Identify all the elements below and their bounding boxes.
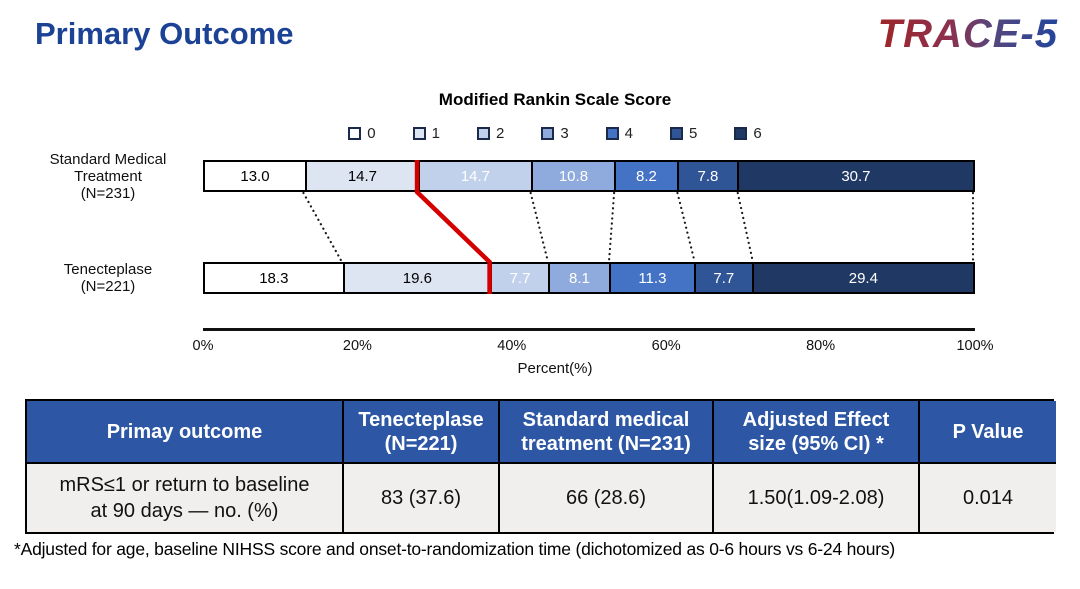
chart-title: Modified Rankin Scale Score — [438, 90, 672, 109]
legend-swatch-icon — [412, 127, 426, 140]
legend-item-0: 0 — [348, 125, 376, 142]
legend-item-2: 2 — [476, 125, 505, 142]
chart-legend: 0 1 2 3 4 5 6 — [155, 125, 955, 142]
table-cell-effect-size-value: 1.50(1.09-2.08) — [712, 462, 918, 532]
dotted-connector — [736, 191, 754, 263]
bar-segment-mrs-3: 10.8 — [530, 162, 614, 190]
bar-segment-mrs-1: 19.6 — [342, 264, 491, 292]
bar-label-tenecteplase: Tenecteplase (N=221) — [63, 261, 153, 295]
x-axis-line — [203, 328, 975, 331]
x-axis-tick: 100% — [956, 338, 994, 354]
legend-label: 1 — [431, 125, 440, 142]
bar-label-standard-medical-treatment: Standard Medical Treatment (N=231) — [49, 151, 167, 202]
legend-swatch-icon — [670, 127, 684, 140]
table-cell-outcome-name: mRS≤1 or return to baseline at 90 days —… — [27, 462, 342, 532]
x-axis-tick: 0% — [192, 338, 214, 354]
legend-swatch-icon — [734, 127, 748, 140]
bar-segment-mrs-5: 7.7 — [693, 264, 752, 292]
bar-segment-mrs-0: 13.0 — [205, 162, 305, 190]
x-axis-ticks: 0% 20% 40% 60% 80% 100% — [193, 338, 994, 356]
legend-swatch-icon — [476, 127, 490, 140]
x-axis-tick: 60% — [651, 338, 681, 354]
bar-segment-mrs-2: 7.7 — [490, 264, 548, 292]
legend-item-4: 4 — [605, 125, 634, 142]
dotted-connector — [607, 191, 616, 263]
legend-label: 5 — [689, 125, 698, 142]
x-axis-tick: 80% — [806, 338, 836, 354]
legend-label: 3 — [560, 125, 569, 142]
legend-label: 2 — [495, 125, 505, 142]
table-header-adjusted-effect-size: Adjusted Effect size (95% CI) * — [712, 401, 918, 462]
dotted-connector — [676, 191, 696, 263]
bar-segment-mrs-6: 29.4 — [751, 264, 973, 292]
table-header-p-value: P Value — [918, 401, 1056, 462]
bar-segment-mrs-3: 8.1 — [547, 264, 609, 292]
table-cell-tenecteplase-value: 83 (37.6) — [342, 462, 498, 532]
bar-segment-mrs-2: 14.7 — [417, 162, 531, 190]
table-cell-standard-value: 66 (28.6) — [498, 462, 712, 532]
bar-segment-mrs-4: 11.3 — [608, 264, 694, 292]
plot-area: 13.0 14.7 14.7 10.8 8.2 7.8 30.7 18.3 19.6 7.7 8.1… — [203, 160, 975, 294]
bar-segment-mrs-1: 14.7 — [304, 162, 418, 190]
table-cell-p-value: 0.014 — [918, 462, 1056, 532]
table-header-primary-outcome: Primay outcome — [27, 401, 342, 462]
legend-label: 0 — [367, 125, 376, 142]
table-header-tenecteplase: Tenecteplase (N=221) — [342, 401, 498, 462]
bar-segment-mrs-0: 18.3 — [205, 264, 343, 292]
x-axis-label: Percent(%) — [517, 360, 593, 377]
bar-segment-mrs-5: 7.8 — [676, 162, 737, 190]
table-header-standard-medical-treatment: Standard medical treatment (N=231) — [498, 401, 712, 462]
legend-swatch-icon — [541, 127, 555, 140]
bar-segment-mrs-4: 8.2 — [613, 162, 677, 190]
legend-item-1: 1 — [412, 125, 440, 142]
mrs-stacked-bar-chart: Modified Rankin Scale Score 0 1 2 3 4 5 6 Stan… — [0, 88, 1080, 393]
legend-swatch-icon — [605, 127, 619, 140]
x-axis-tick: 20% — [342, 338, 372, 354]
page-title: Primary Outcome — [35, 16, 294, 51]
stacked-bar-1: 18.3 19.6 7.7 8.1 11.3 7.7 29.4 — [203, 262, 975, 294]
legend-item-6: 6 — [734, 125, 762, 142]
dotted-connector — [302, 191, 343, 263]
footnote: *Adjusted for age, baseline NIHSS score … — [14, 539, 896, 559]
dotted-connector — [529, 191, 549, 263]
legend-label: 6 — [753, 125, 762, 142]
legend-label: 4 — [624, 125, 634, 142]
bar-segment-mrs-6: 30.7 — [736, 162, 973, 190]
legend-item-5: 5 — [670, 125, 697, 142]
x-axis-tick: 40% — [497, 338, 527, 354]
trace5-logo: TRACE-5 — [877, 12, 1058, 56]
primary-outcome-table: Primay outcome Tenecteplase (N=221) Stan… — [25, 399, 1056, 534]
stacked-bar-0: 13.0 14.7 14.7 10.8 8.2 7.8 30.7 — [203, 160, 975, 192]
legend-swatch-icon — [348, 127, 362, 140]
legend-item-3: 3 — [541, 125, 569, 142]
